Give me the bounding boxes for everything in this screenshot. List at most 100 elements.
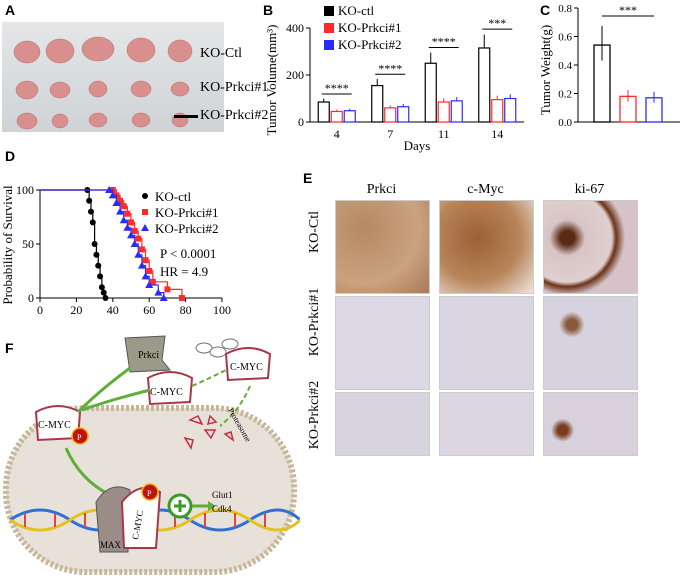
- ihc-col-cmyc: c-Myc: [467, 182, 504, 197]
- d-xtick-label: 20: [70, 303, 82, 317]
- b-ytick-label: 400: [286, 21, 304, 35]
- d-marker: [142, 193, 148, 199]
- b-bar: [343, 110, 356, 123]
- b-bar: [437, 101, 450, 123]
- d-marker: [128, 219, 134, 226]
- b-xtick-label: 14: [491, 127, 503, 141]
- d-marker: [142, 257, 149, 264]
- d-marker: [93, 251, 100, 258]
- b-legend-swatch: [324, 23, 334, 33]
- chart-c: 0.0 0.2 0.4 0.6 0.8 Tumor Weight(g) ***: [540, 3, 680, 129]
- max-label: MAX: [100, 540, 122, 550]
- d-xtick-label: 40: [107, 303, 119, 317]
- cmyc-fragments: [183, 414, 235, 450]
- b-xtick-label: 11: [438, 127, 450, 141]
- d-marker: [141, 272, 150, 280]
- d-marker: [154, 288, 163, 296]
- d-marker: [130, 240, 139, 247]
- d-legend-label: KO-Prkci#2: [155, 221, 219, 236]
- d-marker: [95, 262, 102, 269]
- b-bar: [371, 84, 384, 123]
- c-sig-label: ***: [619, 3, 637, 17]
- c-ytick-label: 0.4: [558, 60, 572, 72]
- b-bar: [478, 47, 491, 123]
- b-bar: [330, 110, 343, 123]
- d-ytick-label: 50: [22, 237, 34, 251]
- b-sig-label: ****: [325, 81, 349, 95]
- b-sig-label: ****: [432, 35, 456, 49]
- ihc-row-ko-prkci1: KO-Prkci#1: [307, 287, 322, 357]
- d-marker: [127, 231, 135, 239]
- d-marker: [112, 198, 121, 206]
- d-marker: [108, 191, 117, 199]
- b-bar: [317, 101, 330, 123]
- d-marker: [117, 197, 124, 204]
- cmyc-label-right: C-MYC: [230, 362, 263, 373]
- d-xtick-label: 100: [213, 303, 231, 317]
- panel-letter-f: F: [5, 340, 14, 356]
- schematic-f: Prkci C-MYC C-MYC C-MYC P Proteasome MAX…: [3, 335, 300, 575]
- ihc-row-ko-ctl: KO-Ctl: [307, 211, 322, 253]
- d-marker: [87, 208, 94, 215]
- chart-b: 0 200 400 Tumor Volume(mm³) Days 4 **** 7 **** 11…: [264, 3, 524, 153]
- b-legend-label: KO-Prkci#2: [338, 37, 402, 52]
- phospho-dot-1: [71, 427, 89, 445]
- d-marker: [91, 241, 98, 247]
- c-ytick-label: 0.0: [558, 117, 572, 129]
- target-glut1: Glut1: [212, 490, 233, 500]
- ihc-ctl-cmyc: [439, 200, 534, 294]
- d-xtick-label: 60: [143, 303, 155, 317]
- d-marker: [131, 228, 138, 235]
- c-ytick-label: 0.8: [558, 3, 572, 15]
- d-marker: [97, 273, 104, 280]
- row-label-ko-ctl: KO-Ctl: [200, 46, 242, 61]
- ihc-ctl-ki67: [543, 200, 638, 294]
- d-marker: [178, 295, 185, 301]
- b-xtick-label: 7: [387, 127, 393, 141]
- d-marker: [86, 197, 93, 204]
- b-bar: [504, 97, 517, 123]
- phospho-label-2: P: [147, 489, 152, 498]
- cmyc-shape-center: [146, 371, 194, 406]
- b-bar: [384, 107, 397, 123]
- panel-letter-d: D: [5, 148, 16, 164]
- d-marker: [120, 203, 127, 210]
- d-marker: [137, 261, 146, 269]
- ihc-p2-ki67: [543, 392, 638, 456]
- cmyc-label-center: C-MYC: [150, 387, 183, 398]
- cmyc-shape-right: [224, 347, 272, 382]
- d-marker: [123, 223, 132, 231]
- row-label-ko-prkci2: KO-Prkci#2: [200, 108, 269, 123]
- d-marker: [159, 294, 168, 301]
- ihc-p1-prkci: [335, 296, 430, 390]
- d-annotation-hr: HR = 4.9: [160, 264, 208, 279]
- d-annotation-p: P < 0.0001: [160, 246, 216, 261]
- c-ytick-label: 0.2: [558, 89, 572, 101]
- ihc-ctl-prkci: [335, 200, 430, 294]
- b-legend-swatch: [324, 40, 334, 50]
- d-marker: [142, 209, 148, 215]
- b-legend-label: KO-ctl: [338, 3, 374, 18]
- ihc-p1-ki67: [543, 296, 638, 390]
- ihc-p1-cmyc: [439, 296, 534, 390]
- d-marker: [100, 289, 107, 296]
- phospho-label-1: P: [77, 433, 82, 442]
- plus-sign: [174, 500, 186, 512]
- ihc-p2-cmyc: [439, 392, 534, 456]
- tumor-photo-drawing: [13, 36, 198, 130]
- c-ylabel: Tumor Weight(g): [540, 25, 553, 115]
- ihc-col-prkci: Prkci: [366, 182, 397, 197]
- d-marker: [124, 210, 131, 217]
- ihc-row-ko-prkci2: KO-Prkci#2: [307, 380, 322, 450]
- arrow-cmyc: [81, 388, 151, 412]
- d-marker: [135, 235, 142, 242]
- prkci-label: Prkci: [138, 350, 159, 361]
- d-marker: [105, 186, 114, 193]
- tumor-photo: KO-Ctl KO-Prkci#1 KO-Prkci#2: [2, 22, 268, 132]
- c-ytick-label: 0.6: [558, 32, 572, 44]
- d-marker: [149, 278, 156, 285]
- d-marker: [116, 207, 125, 215]
- d-ytick-label: 0: [28, 291, 34, 305]
- b-sig-label: ****: [378, 61, 402, 75]
